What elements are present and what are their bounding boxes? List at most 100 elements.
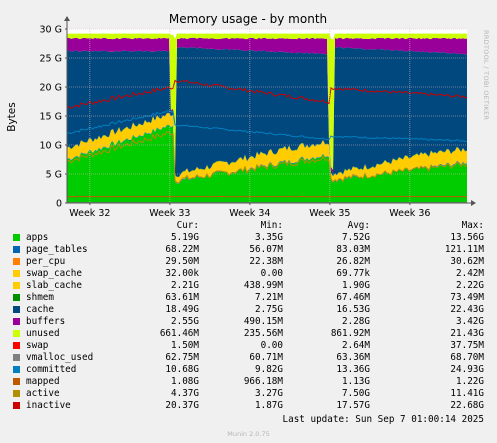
legend-header: Cur: Min: Avg: Max:	[0, 220, 497, 232]
legend-min: 490.15M	[243, 316, 283, 327]
legend-max: 13.56G	[450, 232, 484, 243]
legend-cur: 18.49G	[165, 304, 199, 315]
legend-cur: 661.46M	[159, 328, 199, 339]
legend-max: 11.41G	[450, 388, 484, 399]
legend-row-cache: cache 18.49G 2.75G 16.53G 22.43G	[0, 304, 497, 316]
legend-swatch	[13, 330, 20, 337]
last-update: Last update: Sun Sep 7 01:00:14 2025	[282, 414, 485, 425]
legend-avg: 63.36M	[336, 352, 370, 363]
legend-label: buffers	[26, 316, 66, 327]
y-tick-label: 0	[56, 199, 62, 210]
legend-avg: 2.28G	[342, 316, 370, 327]
col-max-header: Max:	[461, 220, 484, 231]
legend-max: 73.49M	[450, 292, 484, 303]
legend-avg: 83.03M	[336, 244, 370, 255]
x-axis-arrow	[471, 200, 476, 206]
legend-min: 56.07M	[249, 244, 283, 255]
legend-label: swap	[26, 340, 49, 351]
legend-avg: 7.52G	[342, 232, 370, 243]
legend-max: 121.11M	[444, 244, 484, 255]
legend-avg: 17.57G	[336, 400, 370, 411]
legend-row-vmalloc_used: vmalloc_used 62.75M 60.71M 63.36M 68.70M	[0, 352, 497, 364]
legend-cur: 5.19G	[171, 232, 199, 243]
legend-max: 1.22G	[456, 376, 484, 387]
legend-avg: 16.53G	[336, 304, 370, 315]
legend-swatch	[13, 402, 20, 409]
grid-lines	[67, 28, 467, 203]
legend-min: 438.99M	[243, 280, 283, 291]
legend-cur: 62.75M	[165, 352, 199, 363]
legend-row-apps: apps 5.19G 3.35G 7.52G 13.56G	[0, 232, 497, 244]
legend-row-inactive: inactive 20.37G 1.87G 17.57G 22.68G	[0, 400, 497, 412]
legend-cur: 29.50M	[165, 256, 199, 267]
legend-min: 3.35G	[255, 232, 283, 243]
legend-swatch	[13, 342, 20, 349]
legend-cur: 1.50M	[171, 340, 199, 351]
legend-label: swap_cache	[26, 268, 82, 279]
rrdtool-watermark: RRDTOOL / TOBI OETIKER	[482, 30, 490, 120]
legend-max: 21.43G	[450, 328, 484, 339]
legend-label: apps	[26, 232, 49, 243]
legend-avg: 13.36G	[336, 364, 370, 375]
legend-row-per_cpu: per_cpu 29.50M 22.38M 26.82M 30.62M	[0, 256, 497, 268]
legend-max: 2.42M	[456, 268, 484, 279]
munin-version: Munin 2.0.75	[227, 430, 270, 438]
area-buffers	[67, 37, 467, 173]
col-cur-header: Cur:	[176, 220, 199, 231]
x-tick-label: Week 32	[69, 208, 110, 219]
legend-avg: 861.92M	[330, 328, 370, 339]
y-tick-label: 5 G	[46, 170, 62, 181]
legend-cur: 20.37G	[165, 400, 199, 411]
y-tick-label: 25 G	[40, 54, 62, 65]
legend-row-slab_cache: slab_cache 2.21G 438.99M 1.90G 2.22G	[0, 280, 497, 292]
legend-swatch	[13, 378, 20, 385]
legend-row-mapped: mapped 1.08G 966.18M 1.13G 1.22G	[0, 376, 497, 388]
legend-min: 9.82G	[255, 364, 283, 375]
legend-min: 22.38M	[249, 256, 283, 267]
x-tick-label: Week 34	[229, 208, 270, 219]
stacked-areas	[67, 33, 467, 203]
legend-min: 7.21M	[255, 292, 283, 303]
axes: 0 5 G 10 G 15 G 20 G 25 G 30 G Week 32 Week 33 We…	[40, 16, 476, 219]
legend-min: 1.87G	[255, 400, 283, 411]
legend-cur: 2.55G	[171, 316, 199, 327]
legend-swatch	[13, 234, 20, 241]
legend-min: 235.56M	[243, 328, 283, 339]
legend-swatch	[13, 294, 20, 301]
legend-row-page_tables: page_tables 68.22M 56.07M 83.03M 121.11M	[0, 244, 497, 256]
legend-cur: 1.08G	[171, 376, 199, 387]
legend-label: vmalloc_used	[26, 352, 94, 363]
y-axis-label: Bytes	[6, 102, 18, 131]
legend-label: shmem	[26, 292, 54, 303]
area-apps	[67, 125, 467, 203]
legend-min: 3.27G	[255, 388, 283, 399]
legend-cur: 4.37G	[171, 388, 199, 399]
legend-row-shmem: shmem 63.61M 7.21M 67.46M 73.49M	[0, 292, 497, 304]
legend-swatch	[13, 318, 20, 325]
x-tick-label: Week 36	[389, 208, 430, 219]
x-tick-label: Week 33	[149, 208, 190, 219]
legend-cur: 68.22M	[165, 244, 199, 255]
legend-max: 22.68G	[450, 400, 484, 411]
legend-max: 24.93G	[450, 364, 484, 375]
y-tick-label: 20 G	[40, 83, 62, 94]
col-avg-header: Avg:	[347, 220, 370, 231]
y-axis-arrow	[64, 16, 70, 21]
legend-row-swap_cache: swap_cache 32.00k 0.00 69.77k 2.42M	[0, 268, 497, 280]
legend-cur: 32.00k	[165, 268, 199, 279]
chart-title: Memory usage - by month	[169, 12, 327, 26]
legend-max: 3.42G	[456, 316, 484, 327]
legend-avg: 67.46M	[336, 292, 370, 303]
legend-row-swap: swap 1.50M 0.00 2.64M 37.75M	[0, 340, 497, 352]
legend-row-unused: unused 661.46M 235.56M 861.92M 21.43G	[0, 328, 497, 340]
legend-min: 2.75G	[255, 304, 283, 315]
line-committed	[66, 110, 468, 142]
line-inactive	[66, 79, 467, 109]
legend-min: 0.00	[260, 268, 283, 279]
legend-avg: 69.77k	[336, 268, 370, 279]
legend-max: 37.75M	[450, 340, 484, 351]
legend-avg: 2.64M	[342, 340, 370, 351]
legend-label: slab_cache	[26, 280, 82, 291]
y-tick-label: 15 G	[40, 112, 62, 123]
legend-min: 60.71M	[249, 352, 283, 363]
